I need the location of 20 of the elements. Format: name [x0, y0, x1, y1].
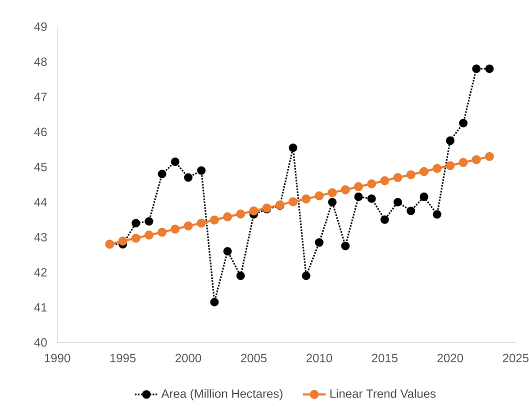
x-tick-label: 2025 — [502, 354, 528, 362]
x-tick-label: 2020 — [437, 354, 464, 362]
y-tick-label: 46 — [34, 128, 47, 136]
y-tick-label: 41 — [34, 303, 47, 312]
y-tick-label: 45 — [34, 162, 47, 172]
x-tick-label: 1990 — [44, 354, 70, 362]
y-tick-label: 49 — [34, 22, 47, 32]
legend-label: Area (Million Hectares) — [161, 389, 282, 400]
x-tick-label: 2010 — [306, 354, 332, 362]
legend-label: Linear Trend Values — [330, 389, 436, 398]
y-tick-label: 48 — [34, 58, 47, 66]
x-tick-label: 1995 — [110, 354, 136, 362]
y-tick-label: 40 — [34, 338, 47, 347]
y-tick-label: 47 — [34, 92, 47, 102]
x-tick-label: 2015 — [372, 354, 398, 362]
y-tick-label: 44 — [34, 198, 47, 206]
y-tick-label: 42 — [34, 268, 47, 277]
y-tick-label: 43 — [34, 233, 47, 242]
x-tick-label: 2000 — [176, 354, 202, 362]
x-tick-label: 2005 — [241, 354, 267, 362]
